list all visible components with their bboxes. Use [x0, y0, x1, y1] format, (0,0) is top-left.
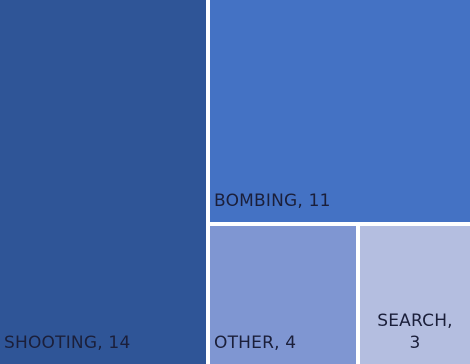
- treemap-label-bombing: BOMBING, 11: [214, 191, 331, 211]
- treemap-tile-bombing: BOMBING, 11: [210, 0, 470, 222]
- treemap-label-search: SEARCH, 3: [377, 311, 453, 353]
- treemap-label-shooting: SHOOTING, 14: [4, 333, 131, 353]
- treemap-tile-search: SEARCH, 3: [360, 226, 470, 364]
- treemap-tile-other: OTHER, 4: [210, 226, 356, 364]
- treemap-tile-shooting: SHOOTING, 14: [0, 0, 206, 364]
- treemap-label-other: OTHER, 4: [214, 333, 297, 353]
